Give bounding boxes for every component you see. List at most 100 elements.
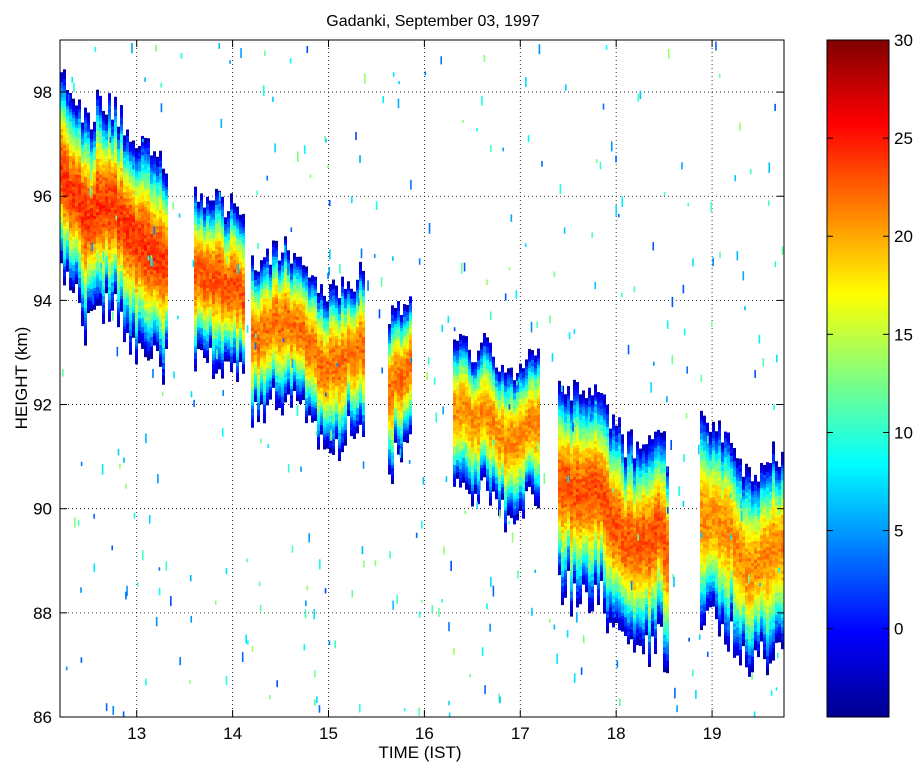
- layer-cell: [75, 239, 78, 244]
- layer-cell: [162, 237, 165, 242]
- layer-cell: [335, 285, 338, 290]
- layer-cell: [87, 128, 90, 132]
- layer-cell: [141, 251, 144, 256]
- layer-cell: [341, 404, 344, 409]
- layer-cell: [81, 156, 84, 161]
- layer-cell: [60, 240, 63, 245]
- layer-cell: [239, 302, 242, 306]
- layer-cell: [123, 338, 126, 343]
- layer-cell: [78, 243, 81, 247]
- layer-cell: [314, 357, 317, 362]
- layer-cell: [141, 182, 144, 187]
- layer-cell: [287, 250, 290, 254]
- layer-cell: [144, 300, 147, 305]
- layer-cell: [135, 238, 138, 243]
- layer-cell: [281, 368, 284, 372]
- layer-cell: [153, 220, 156, 224]
- layer-cell: [63, 159, 66, 164]
- layer-cell: [332, 295, 335, 299]
- layer-cell: [150, 155, 153, 160]
- layer-cell: [305, 382, 308, 386]
- layer-cell: [93, 271, 96, 276]
- layer-cell: [162, 203, 165, 207]
- layer-cell: [266, 317, 269, 321]
- layer-cell: [63, 113, 66, 117]
- layer-cell: [296, 300, 299, 305]
- layer-cell: [254, 307, 257, 312]
- layer-cell: [266, 270, 269, 275]
- layer-cell: [326, 338, 329, 343]
- layer-cell: [135, 348, 138, 352]
- layer-cell: [63, 225, 66, 230]
- layer-cell: [311, 400, 314, 404]
- layer-cell: [338, 363, 341, 368]
- layer-cell: [138, 205, 141, 210]
- layer-cell: [227, 311, 230, 315]
- layer-cell: [96, 233, 99, 238]
- layer-cell: [111, 238, 114, 242]
- layer-cell: [81, 147, 84, 152]
- layer-cell: [260, 269, 263, 274]
- layer-cell: [293, 374, 296, 379]
- layer-cell: [299, 325, 302, 330]
- layer-cell: [165, 229, 168, 234]
- layer-cell: [224, 295, 227, 300]
- layer-cell: [311, 297, 314, 301]
- layer-cell: [323, 417, 326, 422]
- layer-cell: [242, 370, 245, 374]
- layer-cell: [96, 99, 99, 103]
- layer-cell: [93, 287, 96, 292]
- layer-cell: [60, 87, 63, 92]
- layer-cell: [263, 385, 266, 389]
- layer-cell: [159, 282, 162, 286]
- layer-cell: [227, 357, 230, 362]
- layer-cell: [197, 245, 200, 250]
- layer-cell: [356, 279, 359, 284]
- layer-cell: [66, 199, 69, 204]
- layer-cell: [159, 188, 162, 192]
- layer-cell: [114, 221, 117, 226]
- layer-cell: [90, 304, 93, 308]
- layer-cell: [75, 233, 78, 238]
- layer-cell: [227, 314, 230, 318]
- layer-cell: [108, 205, 111, 210]
- layer-cell: [341, 298, 344, 303]
- layer-cell: [69, 258, 72, 263]
- layer-cell: [233, 359, 236, 364]
- layer-cell: [135, 301, 138, 305]
- layer-cell: [153, 301, 156, 305]
- layer-cell: [344, 363, 347, 368]
- layer-cell: [75, 142, 78, 147]
- layer-cell: [287, 362, 290, 367]
- layer-cell: [75, 267, 78, 272]
- layer-cell: [159, 225, 162, 230]
- layer-cell: [75, 177, 78, 181]
- layer-cell: [215, 295, 218, 299]
- layer-cell: [299, 337, 302, 342]
- layer-cell: [260, 353, 263, 358]
- layer-cell: [132, 318, 135, 323]
- layer-cell: [114, 168, 117, 173]
- layer-cell: [320, 340, 323, 344]
- layer-cell: [302, 271, 305, 276]
- layer-cell: [138, 277, 141, 281]
- layer-cell: [254, 373, 257, 377]
- layer-cell: [293, 284, 296, 288]
- layer-cell: [326, 313, 329, 318]
- layer-cell: [123, 194, 126, 199]
- layer-cell: [135, 307, 138, 312]
- layer-cell: [84, 329, 87, 334]
- layer-cell: [66, 215, 69, 219]
- layer-cell: [99, 292, 102, 297]
- layer-cell: [162, 281, 165, 285]
- layer-cell: [90, 260, 93, 265]
- layer-cell: [72, 226, 75, 231]
- layer-cell: [263, 416, 266, 421]
- layer-cell: [162, 312, 165, 317]
- layer-cell: [332, 370, 335, 374]
- layer-cell: [221, 328, 224, 332]
- layer-cell: [263, 344, 266, 349]
- layer-cell: [221, 196, 224, 201]
- layer-cell: [165, 192, 168, 196]
- layer-cell: [305, 363, 308, 367]
